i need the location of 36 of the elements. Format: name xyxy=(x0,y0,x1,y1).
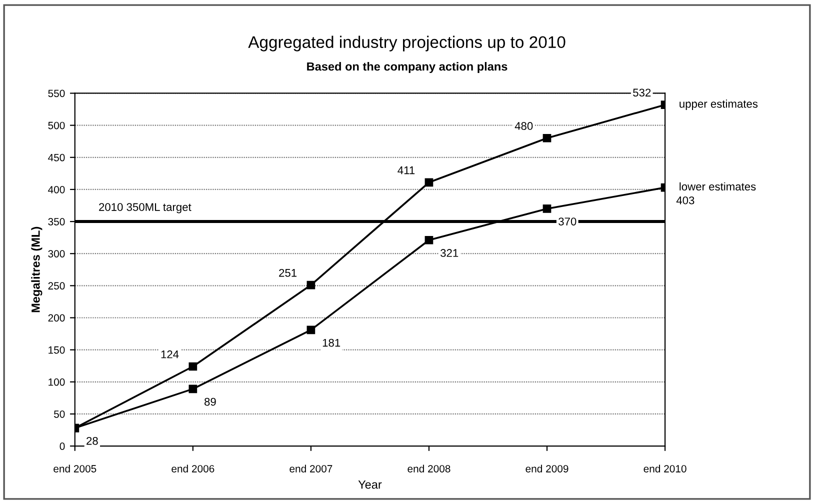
ref-line-label: 2010 350ML target xyxy=(99,203,192,214)
y-tick-label: 550 xyxy=(48,90,65,98)
x-axis-title: Year xyxy=(358,480,382,489)
data-label: 532 xyxy=(633,88,651,97)
x-tick-label: end 2006 xyxy=(172,464,214,472)
data-label: 251 xyxy=(279,268,297,277)
chart-subtitle: Based on the company action plans xyxy=(307,62,508,74)
y-tick-label: 50 xyxy=(54,410,65,418)
x-tick-label: end 2008 xyxy=(408,464,450,472)
y-tick-label: 100 xyxy=(48,378,65,386)
data-label: 181 xyxy=(322,338,340,347)
data-label: 480 xyxy=(514,122,533,130)
data-label: 370 xyxy=(558,218,576,226)
data-label: 321 xyxy=(440,249,458,257)
y-tick-label: 350 xyxy=(48,218,65,226)
y-tick-label: 500 xyxy=(48,122,65,130)
y-tick-label: 200 xyxy=(48,314,65,322)
data-label: 89 xyxy=(204,398,216,406)
chart-title: Aggregated industry projections up to 2010 xyxy=(248,36,566,52)
y-axis-title: Megalitres (ML) xyxy=(31,226,42,312)
y-tick-label: 250 xyxy=(48,282,65,290)
x-tick-label: end 2005 xyxy=(54,464,96,472)
x-tick-label: end 2010 xyxy=(644,464,686,472)
x-tick-label: end 2007 xyxy=(290,464,332,472)
y-tick-label: 0 xyxy=(60,442,65,450)
y-tick-label: 450 xyxy=(48,154,65,162)
data-label: 403 xyxy=(676,196,694,204)
data-label: 124 xyxy=(161,350,179,358)
data-label: 28 xyxy=(86,436,98,445)
y-tick-label: 300 xyxy=(48,250,65,258)
data-label: 411 xyxy=(398,166,415,174)
x-tick-label: end 2009 xyxy=(526,464,568,472)
y-tick-label: 400 xyxy=(48,186,65,194)
y-tick-label: 150 xyxy=(48,346,65,354)
series-label: lower estimates xyxy=(680,182,756,191)
series-label: upper estimates xyxy=(680,100,758,110)
